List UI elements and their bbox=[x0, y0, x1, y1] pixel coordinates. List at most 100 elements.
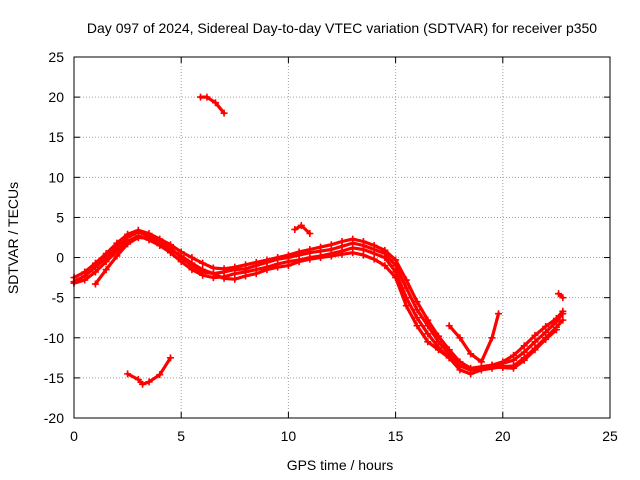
data-point bbox=[467, 366, 475, 374]
data-point bbox=[477, 364, 485, 372]
x-tick-label: 25 bbox=[602, 428, 618, 444]
data-point bbox=[284, 251, 292, 259]
series-track-8 bbox=[291, 221, 314, 237]
data-point bbox=[252, 270, 260, 278]
y-tick-label: 5 bbox=[56, 209, 64, 225]
data-point bbox=[424, 338, 432, 346]
y-axis-label: SDTVAR / TECUs bbox=[5, 182, 21, 294]
axis-ticks bbox=[73, 56, 611, 419]
data-point bbox=[552, 315, 560, 323]
data-point bbox=[274, 263, 282, 271]
x-axis-label: GPS time / hours bbox=[287, 457, 394, 473]
data-point bbox=[199, 266, 207, 274]
data-point bbox=[252, 258, 260, 266]
data-point bbox=[196, 93, 204, 101]
data-point bbox=[102, 258, 110, 266]
data-point bbox=[359, 251, 367, 259]
x-tick-labels: 0 5 10 15 20 25 bbox=[70, 428, 618, 444]
data-point bbox=[306, 246, 314, 254]
data-point bbox=[156, 371, 164, 379]
x-tick-label: 0 bbox=[70, 428, 78, 444]
series-line bbox=[447, 312, 501, 364]
data-point bbox=[520, 356, 528, 364]
data-point bbox=[113, 239, 121, 247]
data-point bbox=[392, 274, 400, 282]
series-track-7 bbox=[196, 93, 228, 117]
data-point bbox=[327, 241, 335, 249]
data-point bbox=[297, 221, 305, 229]
data-point bbox=[434, 332, 442, 340]
data-point bbox=[445, 346, 453, 354]
data-point bbox=[488, 363, 496, 371]
series-track-4 bbox=[91, 234, 560, 374]
data-point bbox=[559, 294, 567, 302]
data-point bbox=[542, 335, 550, 343]
data-point bbox=[402, 302, 410, 310]
data-point bbox=[445, 322, 453, 330]
plot-frame bbox=[73, 56, 611, 419]
data-point bbox=[499, 363, 507, 371]
data-point bbox=[381, 262, 389, 270]
data-point bbox=[145, 234, 153, 242]
x-tick-label: 20 bbox=[495, 428, 511, 444]
data-point bbox=[338, 250, 346, 258]
data-point bbox=[274, 254, 282, 262]
data-point bbox=[124, 240, 132, 248]
y-tick-label: 15 bbox=[48, 129, 64, 145]
y-tick-label: -20 bbox=[44, 410, 64, 426]
data-point bbox=[531, 346, 539, 354]
data-point bbox=[510, 364, 518, 372]
x-tick-label: 10 bbox=[281, 428, 297, 444]
data-point bbox=[327, 252, 335, 260]
data-point bbox=[134, 375, 142, 383]
data-point bbox=[91, 268, 99, 276]
data-point bbox=[445, 354, 453, 362]
y-tick-label: 25 bbox=[48, 49, 64, 65]
data-point bbox=[295, 258, 303, 266]
data-point bbox=[456, 334, 464, 342]
data-point bbox=[166, 354, 174, 362]
data-point bbox=[510, 351, 518, 359]
data-point bbox=[359, 238, 367, 246]
data-point bbox=[231, 275, 239, 283]
data-point bbox=[188, 259, 196, 267]
x-tick-label: 15 bbox=[388, 428, 404, 444]
data-point bbox=[424, 316, 432, 324]
data-point bbox=[242, 272, 250, 280]
data-point bbox=[124, 370, 132, 378]
data-point bbox=[203, 93, 211, 101]
data-point bbox=[381, 254, 389, 262]
series-line bbox=[125, 356, 173, 386]
data-point bbox=[552, 326, 560, 334]
data-point bbox=[81, 276, 89, 284]
data-point bbox=[392, 256, 400, 264]
data-point bbox=[531, 338, 539, 346]
data-point bbox=[295, 248, 303, 256]
data-point bbox=[413, 314, 421, 322]
data-point bbox=[306, 255, 314, 263]
data-point bbox=[166, 246, 174, 254]
data-point bbox=[284, 262, 292, 270]
x-tick-label: 5 bbox=[177, 428, 185, 444]
data-point bbox=[555, 290, 563, 298]
data-series bbox=[70, 93, 567, 388]
data-point bbox=[113, 252, 121, 260]
data-point bbox=[220, 265, 228, 273]
data-point bbox=[220, 274, 228, 282]
data-point bbox=[370, 242, 378, 250]
data-point bbox=[424, 330, 432, 338]
data-point bbox=[413, 306, 421, 314]
chart-title: Day 097 of 2024, Sidereal Day-to-day VTE… bbox=[87, 20, 597, 36]
series-track-5 bbox=[445, 310, 503, 366]
data-point bbox=[434, 346, 442, 354]
data-point bbox=[199, 259, 207, 267]
data-point bbox=[134, 234, 142, 241]
y-tick-label: -15 bbox=[44, 370, 64, 386]
data-point bbox=[317, 254, 325, 262]
data-point bbox=[306, 229, 314, 237]
y-tick-label: 10 bbox=[48, 169, 64, 185]
data-point bbox=[81, 268, 89, 276]
data-point bbox=[156, 239, 164, 247]
data-point bbox=[477, 358, 485, 366]
data-point bbox=[124, 230, 132, 238]
